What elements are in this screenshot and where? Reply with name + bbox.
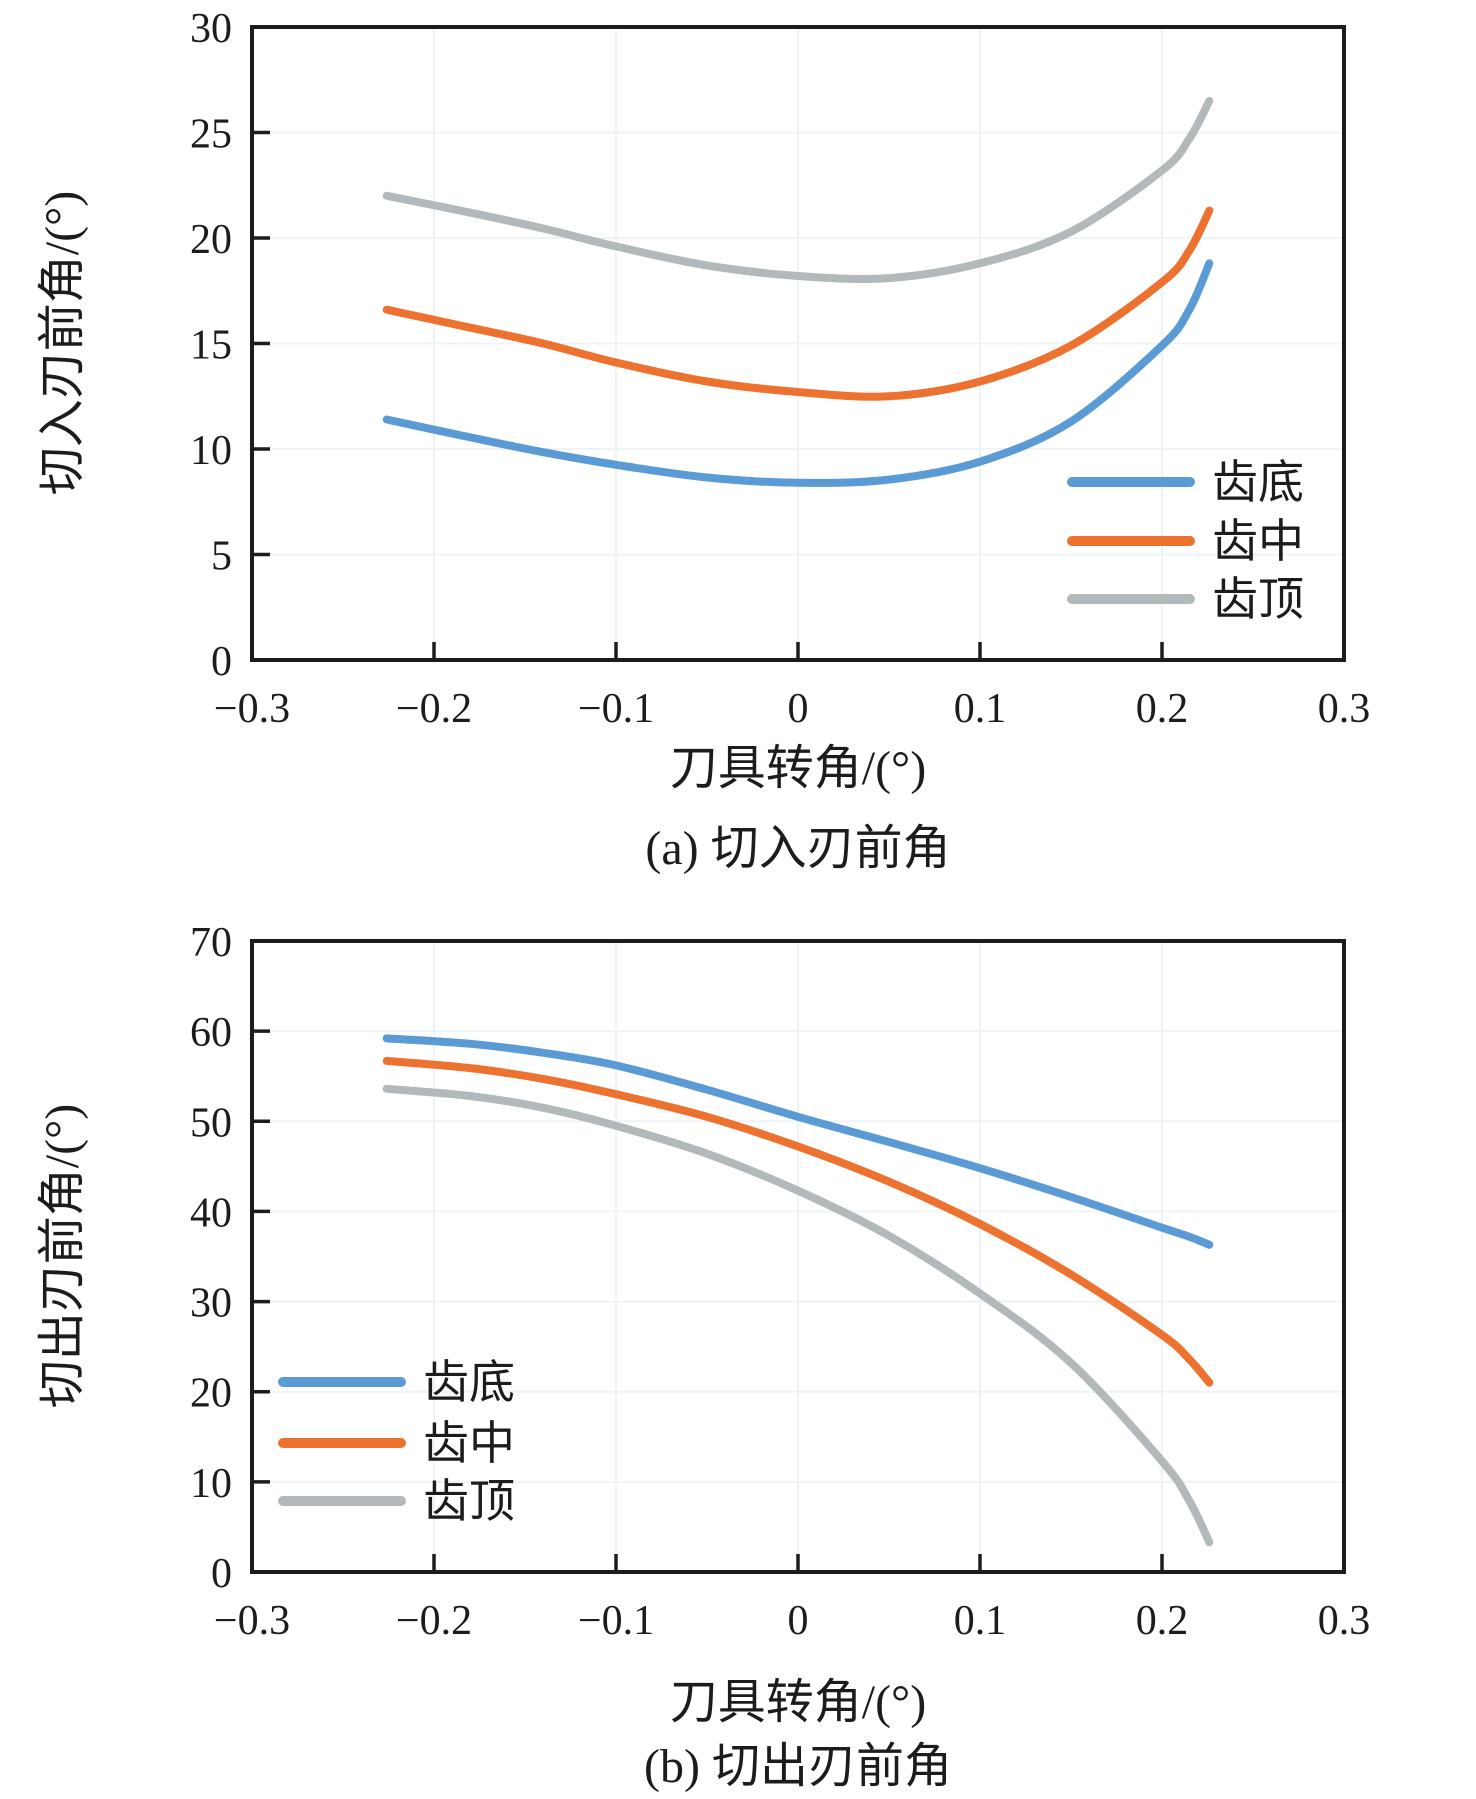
series-line-tooth-top bbox=[382, 1084, 1214, 1547]
panel-subtitle: (b) 切出刃前角 bbox=[644, 1740, 952, 1793]
y-tick-label: 0 bbox=[211, 639, 232, 685]
x-tick-label: 0.2 bbox=[1136, 1598, 1189, 1644]
gridlines-a bbox=[252, 27, 1344, 660]
x-tick-label: 0.2 bbox=[1136, 686, 1189, 732]
panel-subtitle: (a) 切入刃前角 bbox=[645, 822, 950, 875]
series-line-tooth-middle bbox=[382, 1056, 1214, 1387]
gridlines-b bbox=[252, 941, 1344, 1572]
legend-label-tooth-top: 齿顶 bbox=[1212, 574, 1304, 625]
x-tick-label: 0.1 bbox=[954, 686, 1007, 732]
x-tick-label: 0 bbox=[788, 686, 809, 732]
y-tick-label: 5 bbox=[211, 534, 232, 580]
x-tick-label: −0.2 bbox=[396, 1598, 472, 1644]
y-axis-label: 切入刃前角/(°) bbox=[36, 191, 89, 496]
y-axis-label: 切出刃前角/(°) bbox=[36, 1104, 89, 1409]
legend-label-tooth-bottom: 齿底 bbox=[1212, 457, 1304, 508]
y-tick-label: 20 bbox=[190, 217, 232, 263]
exit-rake-angle-chart: −0.3 −0.2 −0.1 0 0.1 0.2 0.3 0 10 20 30 40 50 60 70 刀具转… bbox=[36, 920, 1371, 1793]
y-tick-label: 10 bbox=[190, 428, 232, 474]
y-tick-label: 10 bbox=[190, 1461, 232, 1507]
y-tick-label: 15 bbox=[190, 323, 232, 369]
axis-ticks-b bbox=[252, 1029, 1164, 1572]
legend-label-tooth-top: 齿顶 bbox=[423, 1476, 515, 1527]
y-tick-label: 60 bbox=[190, 1010, 232, 1056]
x-tick-label: −0.3 bbox=[214, 686, 290, 732]
series-line-tooth-middle bbox=[382, 206, 1214, 401]
legend-label-tooth-middle: 齿中 bbox=[423, 1418, 515, 1469]
series-line-tooth-bottom bbox=[382, 259, 1214, 487]
x-tick-label: 0 bbox=[788, 1598, 809, 1644]
series-line-tooth-top bbox=[382, 96, 1214, 283]
y-tick-label: 40 bbox=[190, 1190, 232, 1236]
y-tick-label: 50 bbox=[190, 1100, 232, 1146]
legend-label-tooth-bottom: 齿底 bbox=[423, 1357, 515, 1408]
x-tick-label: 0.1 bbox=[954, 1598, 1007, 1644]
y-tick-label: 0 bbox=[211, 1551, 232, 1597]
x-tick-label: −0.1 bbox=[578, 686, 654, 732]
x-tick-label: 0.3 bbox=[1318, 686, 1371, 732]
y-tick-label: 20 bbox=[190, 1371, 232, 1417]
x-tick-label: −0.3 bbox=[214, 1598, 290, 1644]
series-line-tooth-bottom bbox=[382, 1034, 1214, 1249]
y-tick-label: 25 bbox=[190, 112, 232, 158]
x-tick-label: −0.1 bbox=[578, 1598, 654, 1644]
y-tick-label: 70 bbox=[190, 920, 232, 966]
entry-rake-angle-chart: −0.3 −0.2 −0.1 0 0.1 0.2 0.3 0 5 10 15 20 25 30 刀具转角/(… bbox=[36, 6, 1371, 875]
x-axis-label: 刀具转角/(°) bbox=[670, 1676, 927, 1729]
chart-panel-a: −0.3 −0.2 −0.1 0 0.1 0.2 0.3 0 5 10 15 20 25 30 刀具转角/(… bbox=[36, 6, 1371, 875]
y-tick-label: 30 bbox=[190, 1281, 232, 1327]
axis-ticks-a bbox=[252, 130, 1164, 660]
legend-label-tooth-middle: 齿中 bbox=[1212, 516, 1304, 567]
y-tick-label: 30 bbox=[190, 6, 232, 52]
chart-panel-b: −0.3 −0.2 −0.1 0 0.1 0.2 0.3 0 10 20 30 40 50 60 70 刀具转… bbox=[0, 900, 1476, 1799]
x-tick-label: −0.2 bbox=[396, 686, 472, 732]
x-tick-label: 0.3 bbox=[1318, 1598, 1371, 1644]
x-axis-label: 刀具转角/(°) bbox=[670, 742, 927, 795]
